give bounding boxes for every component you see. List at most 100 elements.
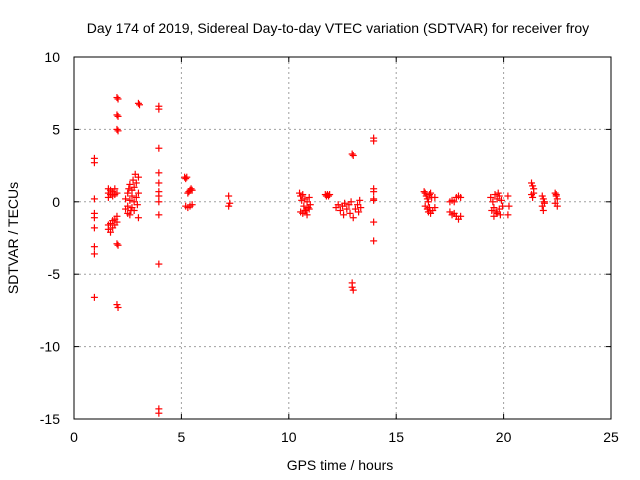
- data-point: [90, 243, 98, 251]
- x-tick-label: 5: [178, 429, 186, 445]
- data-point: [113, 218, 121, 226]
- data-point: [529, 193, 537, 201]
- data-point: [504, 211, 512, 219]
- data-point: [155, 105, 163, 113]
- data-point: [188, 201, 196, 209]
- data-point: [499, 202, 507, 210]
- data-point: [343, 205, 351, 213]
- data-point: [431, 204, 439, 212]
- x-tick-label: 25: [603, 429, 619, 445]
- data-point: [334, 201, 342, 209]
- data-point: [126, 180, 134, 188]
- data-point: [553, 195, 561, 203]
- data-point: [553, 202, 561, 210]
- data-point: [370, 196, 378, 204]
- chart-title: Day 174 of 2019, Sidereal Day-to-day VTE…: [87, 20, 589, 36]
- grid: [74, 57, 611, 419]
- data-point: [155, 179, 163, 187]
- data-point: [427, 189, 435, 197]
- data-point: [113, 125, 121, 133]
- data-point: [457, 212, 465, 220]
- data-point: [540, 198, 548, 206]
- data-point: [134, 189, 142, 197]
- data-point: [305, 205, 313, 213]
- data-point: [132, 193, 140, 201]
- data-point: [298, 196, 306, 204]
- data-point: [370, 218, 378, 226]
- data-point: [349, 151, 357, 159]
- data-point: [336, 206, 344, 214]
- x-axis-label: GPS time / hours: [287, 457, 394, 473]
- data-point: [504, 192, 512, 200]
- data-point: [114, 95, 122, 103]
- data-point: [90, 293, 98, 301]
- data-point: [126, 196, 134, 204]
- data-point: [530, 189, 538, 197]
- data-point: [155, 211, 163, 219]
- data-point: [225, 202, 233, 210]
- data-point: [134, 214, 142, 222]
- data-point: [357, 204, 365, 212]
- data-point: [496, 211, 504, 219]
- data-point: [134, 173, 142, 181]
- data-point: [325, 192, 333, 200]
- data-point: [90, 214, 98, 222]
- data-point: [340, 211, 348, 219]
- x-tick-label: 0: [70, 429, 78, 445]
- data-point: [125, 185, 133, 193]
- data-point: [155, 144, 163, 152]
- data-point: [113, 94, 121, 102]
- data-point: [370, 137, 378, 145]
- data-point: [155, 260, 163, 268]
- data-point: [301, 206, 309, 214]
- x-tick-label: 10: [281, 429, 297, 445]
- data-point: [346, 209, 354, 217]
- tick-labels: 0 5 10 15 20 25 -15 -10 -5 0 5 10: [40, 49, 619, 445]
- data-point: [349, 286, 357, 294]
- plot-frame: [73, 56, 612, 420]
- data-point: [487, 193, 495, 201]
- data-point: [300, 202, 308, 210]
- data-point: [299, 191, 307, 199]
- data-point: [450, 198, 458, 206]
- data-point: [134, 99, 142, 107]
- data-point: [114, 112, 122, 120]
- data-point: [90, 195, 98, 203]
- data-point: [489, 198, 497, 206]
- data-point: [491, 191, 499, 199]
- data-point: [495, 192, 503, 200]
- data-point: [122, 195, 130, 203]
- axis-ticks: [73, 56, 612, 420]
- data-point: [188, 186, 196, 194]
- data-point: [155, 198, 163, 206]
- data-point: [347, 198, 355, 206]
- data-point: [424, 198, 432, 206]
- data-point: [107, 228, 115, 236]
- data-point: [488, 206, 496, 214]
- data-point: [133, 201, 141, 209]
- y-tick-label: 10: [44, 49, 60, 65]
- data-point: [136, 101, 144, 109]
- data-point: [356, 196, 364, 204]
- data-point: [305, 193, 313, 201]
- data-point: [306, 201, 314, 209]
- data-point: [124, 189, 132, 197]
- data-point: [126, 211, 134, 219]
- data-point: [182, 175, 190, 183]
- data-point: [132, 179, 140, 187]
- data-point: [155, 169, 163, 177]
- x-tick-label: 20: [496, 429, 512, 445]
- data-point: [111, 185, 119, 193]
- y-tick-label: 5: [52, 121, 60, 137]
- data-point: [457, 193, 465, 201]
- data-point: [114, 241, 122, 249]
- data-point: [348, 150, 356, 158]
- data-point: [183, 173, 191, 181]
- data-point: [90, 250, 98, 258]
- data-point: [493, 209, 501, 217]
- y-tick-label: 0: [52, 194, 60, 210]
- data-point: [538, 202, 546, 210]
- data-point: [187, 185, 195, 193]
- y-tick-label: -5: [48, 266, 61, 282]
